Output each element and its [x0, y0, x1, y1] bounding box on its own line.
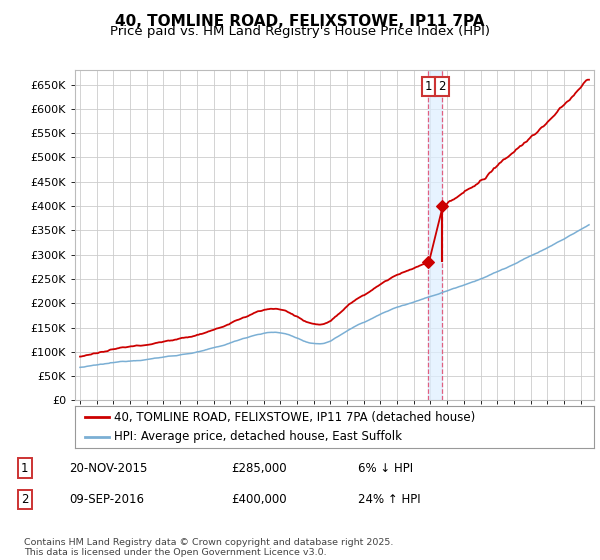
Point [437, 202, 446, 211]
Text: 1: 1 [425, 80, 432, 93]
Text: HPI: Average price, detached house, East Suffolk: HPI: Average price, detached house, East… [114, 430, 402, 443]
Text: Price paid vs. HM Land Registry's House Price Index (HPI): Price paid vs. HM Land Registry's House … [110, 25, 490, 38]
Bar [428, 70, 442, 400]
Text: 1: 1 [21, 462, 28, 475]
Text: 2: 2 [21, 493, 28, 506]
Text: 09-SEP-2016: 09-SEP-2016 [70, 493, 145, 506]
Point [424, 258, 433, 267]
Text: £400,000: £400,000 [231, 493, 287, 506]
Text: 40, TOMLINE ROAD, FELIXSTOWE, IP11 7PA: 40, TOMLINE ROAD, FELIXSTOWE, IP11 7PA [115, 14, 485, 29]
Text: 40, TOMLINE ROAD, FELIXSTOWE, IP11 7PA (detached house): 40, TOMLINE ROAD, FELIXSTOWE, IP11 7PA (… [114, 411, 475, 424]
Text: Contains HM Land Registry data © Crown copyright and database right 2025.
This d: Contains HM Land Registry data © Crown c… [24, 538, 394, 557]
Text: £285,000: £285,000 [231, 462, 287, 475]
Text: 20-NOV-2015: 20-NOV-2015 [70, 462, 148, 475]
Text: 2: 2 [438, 80, 446, 93]
Text: 24% ↑ HPI: 24% ↑ HPI [358, 493, 420, 506]
Text: 6% ↓ HPI: 6% ↓ HPI [358, 462, 413, 475]
